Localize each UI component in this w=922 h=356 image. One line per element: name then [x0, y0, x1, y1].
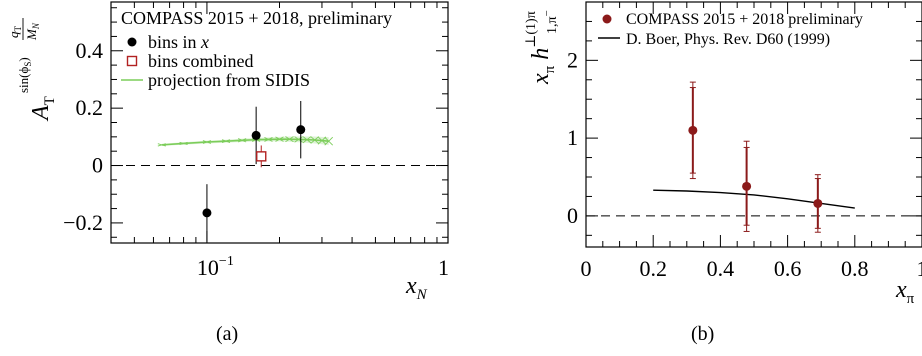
- y-tick-label-b: 1: [567, 125, 578, 150]
- panel-b-y-ticks: 0 1 2: [567, 1, 922, 236]
- legend-b-compass-label: COMPASS 2015 + 2018 preliminary: [626, 11, 863, 28]
- x-tick-label-b: 1: [917, 256, 922, 281]
- y-title-a-frac-den: MN: [24, 22, 41, 41]
- y-title-b-prefix-sub: π: [542, 65, 558, 73]
- y-title-b-func: h: [528, 48, 554, 60]
- sidis-center-line: [161, 138, 329, 146]
- bins-combined-point: [256, 151, 267, 162]
- bins-in-x-point: [251, 130, 261, 140]
- x-title-b-sub: π: [907, 291, 915, 307]
- x-tick-label-a: 1: [438, 255, 449, 280]
- panel-a-legend: COMPASS 2015 + 2018, preliminary bins in…: [121, 8, 392, 90]
- y-title-a-func: sin(ϕS): [16, 57, 33, 93]
- y-title-a-frac-den-sub: N: [31, 22, 41, 30]
- legend-a-bins-marker: [127, 37, 137, 47]
- y-title-b-func-sub: 1,π: [545, 16, 560, 34]
- panel-b-data-points: [688, 81, 823, 233]
- legend-a-projection-label: projection from SIDIS: [148, 70, 310, 90]
- panel-b-x-axis-title: xπ: [895, 277, 915, 307]
- legend-a-bins-label: bins in x: [148, 32, 209, 52]
- y-tick-label-a: −0.2: [63, 210, 103, 235]
- y-title-b-prefix: x: [528, 73, 554, 85]
- x-title-a-letter: x: [405, 273, 417, 299]
- y-tick-label-a: 0: [92, 153, 103, 178]
- legend-a-combined-marker: [126, 55, 138, 67]
- panel-a-data-points: [202, 100, 306, 242]
- panel-b-x-ticks: 0 0.2 0.4 0.6 0.8 1: [581, 2, 922, 281]
- y-title-a-letter: A: [28, 105, 54, 122]
- legend-b-boer-label: D. Boer, Phys. Rev. D60 (1999): [626, 31, 830, 48]
- legend-a-title: COMPASS 2015 + 2018, preliminary: [121, 8, 392, 28]
- bins-in-x-point: [202, 208, 212, 218]
- panel-b: 0 0.2 0.4 0.6 0.8 1 0 1 2 COMPASS 2015 + 2018 p…: [524, 1, 922, 345]
- legend-a-bins-label-text: bins in: [148, 32, 201, 52]
- y-title-a-frac-num-letter: q: [6, 31, 21, 38]
- y-title-b-subscript: 1,π−: [541, 10, 560, 34]
- bins-in-x-point: [296, 125, 306, 135]
- y-title-a-frac-den-letter: M: [24, 28, 39, 41]
- boer-curve: [653, 189, 855, 209]
- y-title-b-text: xπh⊥(1)π: [524, 11, 558, 85]
- y-tick-label-a: 0.4: [76, 38, 104, 63]
- y-title-a-func-sub: S: [23, 62, 33, 67]
- compass-point: [813, 198, 823, 208]
- panel-a-caption: (a): [216, 323, 238, 345]
- panel-b-caption: (b): [691, 323, 714, 345]
- x-tick-label-b: 0: [581, 256, 592, 281]
- sidis-projection-band: [157, 136, 334, 147]
- panel-a-y-ticks: −0.2 0 0.2 0.4: [63, 7, 448, 238]
- x-tick-label-b: 0.4: [707, 256, 735, 281]
- x-tick-label-b: 0.8: [841, 256, 869, 281]
- legend-b-compass-marker: [602, 14, 612, 24]
- x-tick-label-b: 0.2: [639, 256, 667, 281]
- legend-a-bins-var: x: [200, 32, 209, 52]
- y-title-a-func-open: sin(ϕ: [16, 67, 31, 94]
- panel-b-y-axis-title: xπh⊥(1)π 1,π−: [524, 10, 560, 85]
- y-title-a-frac-num-sub: T: [13, 26, 23, 32]
- y-title-b-func-sup2: −: [541, 10, 553, 16]
- x-tick-label-a: 10−1: [197, 254, 234, 280]
- x-tick-label-a-exp: −1: [219, 254, 234, 269]
- x-title-a-sub: N: [416, 287, 428, 303]
- panel-b-legend: COMPASS 2015 + 2018 preliminary D. Boer,…: [598, 11, 863, 48]
- y-title-a-sub: T: [42, 96, 58, 105]
- compass-point: [688, 125, 698, 135]
- compass-point: [742, 181, 752, 191]
- y-tick-label-b: 0: [567, 203, 578, 228]
- y-title-b-func-sup: ⊥(1)π: [524, 11, 539, 48]
- x-title-b-letter: x: [895, 277, 907, 303]
- x-tick-label-b: 0.6: [774, 256, 802, 281]
- y-title-a-main: AT: [28, 96, 58, 122]
- y-title-a-func-close: ): [16, 57, 31, 61]
- legend-a-combined-label: bins combined: [148, 51, 254, 71]
- y-title-a-frac-num: qT: [6, 26, 23, 39]
- y-tick-label-a: 0.2: [76, 95, 104, 120]
- panel-a-y-axis-title: AT sin(ϕS) qT MN: [6, 18, 58, 122]
- y-tick-label-b: 2: [567, 47, 578, 72]
- panel-a: 10−1 1 −0.2 0 0.2 0.4 COMPASS 2015 + 2018, p…: [6, 1, 449, 345]
- panel-a-x-axis-title: xN: [405, 273, 428, 303]
